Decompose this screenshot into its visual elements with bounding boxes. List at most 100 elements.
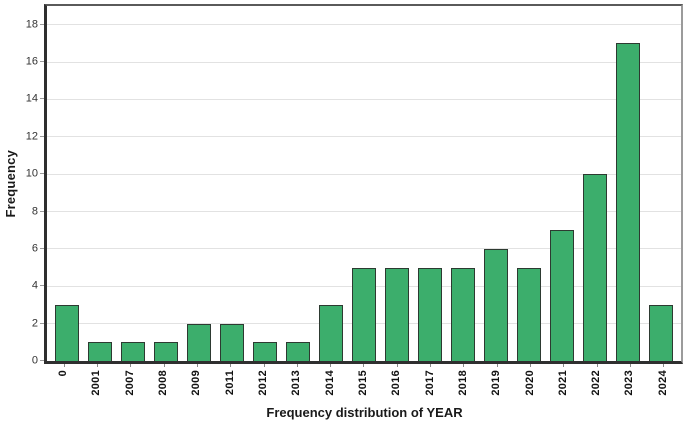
bar-slot-2012	[248, 6, 281, 361]
bar-2013	[285, 342, 310, 361]
bar-slot-2022	[579, 6, 612, 361]
x-tick-label-2024: 2024	[656, 370, 669, 396]
x-slot-2016: 2016	[380, 364, 413, 405]
x-axis-tick-labels: 0 2001 2007 2008 2009 2011 2012 2013 2014 2015 201…	[44, 364, 683, 405]
x-slot-2012: 2012	[247, 364, 280, 405]
x-tick-label-2020: 2020	[523, 370, 536, 396]
x-tick-label-2015: 2015	[356, 370, 369, 396]
x-tick-label-0: 0	[57, 370, 70, 377]
x-slot-0: 0	[47, 364, 80, 405]
y-tick-label-2: 2	[31, 317, 38, 330]
x-slot-2020: 2020	[513, 364, 546, 405]
x-slot-2021: 2021	[547, 364, 580, 405]
x-tick-mark	[563, 364, 565, 367]
x-slot-2019: 2019	[480, 364, 513, 405]
x-tick-label-2021: 2021	[556, 370, 569, 396]
y-tick-label-16: 16	[25, 55, 38, 68]
x-tick-mark	[130, 364, 132, 367]
x-tick-mark	[396, 364, 398, 367]
x-tick-label-2023: 2023	[623, 370, 636, 396]
bar-slot-2024	[645, 6, 678, 361]
x-tick-mark	[230, 364, 232, 367]
x-tick-mark	[296, 364, 298, 367]
x-tick-mark	[430, 364, 432, 367]
bar-slot-0	[50, 6, 83, 361]
y-tick-label-6: 6	[31, 242, 38, 255]
x-tick-label-2022: 2022	[590, 370, 603, 396]
bar-2016	[384, 267, 409, 361]
bar-slot-2014	[314, 6, 347, 361]
bar-slot-2018	[447, 6, 480, 361]
y-tick-mark	[40, 61, 44, 63]
y-tick-mark	[40, 173, 44, 175]
x-tick-label-2008: 2008	[157, 370, 170, 396]
bar-slot-2009	[182, 6, 215, 361]
bar-2023	[616, 43, 641, 361]
y-tick-mark	[40, 23, 44, 25]
bar-2018	[451, 267, 476, 361]
bar-slot-2020	[513, 6, 546, 361]
y-axis-title-text: Frequency	[2, 150, 18, 218]
x-tick-label-2011: 2011	[223, 370, 236, 396]
y-tick-mark	[40, 285, 44, 287]
y-tick-mark	[40, 135, 44, 137]
x-tick-mark	[629, 364, 631, 367]
x-slot-2011: 2011	[214, 364, 247, 405]
y-tick-mark	[40, 360, 44, 361]
y-tick-mark	[40, 98, 44, 100]
y-tick-mark	[40, 210, 44, 212]
bar-slot-2008	[149, 6, 182, 361]
x-slot-2015: 2015	[347, 364, 380, 405]
bar-2012	[252, 342, 277, 361]
x-tick-label-2014: 2014	[323, 370, 336, 396]
gridline-y12	[47, 136, 681, 138]
bar-2015	[351, 267, 376, 361]
x-tick-label-2019: 2019	[490, 370, 503, 396]
bar-2024	[649, 304, 674, 361]
bar-slot-2017	[414, 6, 447, 361]
bar-2009	[186, 323, 211, 361]
bar-2021	[550, 230, 575, 361]
bar-2014	[318, 304, 343, 361]
bar-slot-2016	[380, 6, 413, 361]
gridline-y14	[47, 98, 681, 100]
x-tick-label-2017: 2017	[423, 370, 436, 396]
bar-2008	[153, 342, 178, 361]
x-slot-2001: 2001	[80, 364, 113, 405]
y-tick-label-14: 14	[25, 92, 38, 105]
x-slot-2024: 2024	[647, 364, 680, 405]
y-tick-label-12: 12	[25, 130, 38, 143]
y-tick-label-4: 4	[31, 279, 38, 292]
x-slot-2009: 2009	[180, 364, 213, 405]
x-slot-2023: 2023	[613, 364, 646, 405]
x-tick-label-2012: 2012	[257, 370, 270, 396]
x-tick-mark	[163, 364, 165, 367]
x-tick-mark	[263, 364, 265, 367]
x-slot-2022: 2022	[580, 364, 613, 405]
x-tick-mark	[496, 364, 498, 367]
x-tick-mark	[363, 364, 365, 367]
y-axis-title: Frequency	[0, 4, 20, 364]
x-slot-2014: 2014	[314, 364, 347, 405]
gridline-y16	[47, 61, 681, 63]
gridline-y8	[47, 211, 681, 213]
bar-slot-2015	[347, 6, 380, 361]
x-slot-2017: 2017	[413, 364, 446, 405]
x-slot-2007: 2007	[114, 364, 147, 405]
x-slot-2008: 2008	[147, 364, 180, 405]
bar-slot-2011	[215, 6, 248, 361]
x-tick-label-2001: 2001	[90, 370, 103, 396]
x-tick-mark	[330, 364, 332, 367]
x-tick-label-2007: 2007	[123, 370, 136, 396]
x-slot-2018: 2018	[447, 364, 480, 405]
x-tick-mark	[530, 364, 532, 367]
bar-slot-2001	[83, 6, 116, 361]
bar-slot-2021	[546, 6, 579, 361]
x-tick-label-2016: 2016	[390, 370, 403, 396]
y-tick-label-8: 8	[31, 205, 38, 218]
x-tick-label-2013: 2013	[290, 370, 303, 396]
gridline-y6	[47, 248, 681, 250]
gridline-y10	[47, 173, 681, 175]
